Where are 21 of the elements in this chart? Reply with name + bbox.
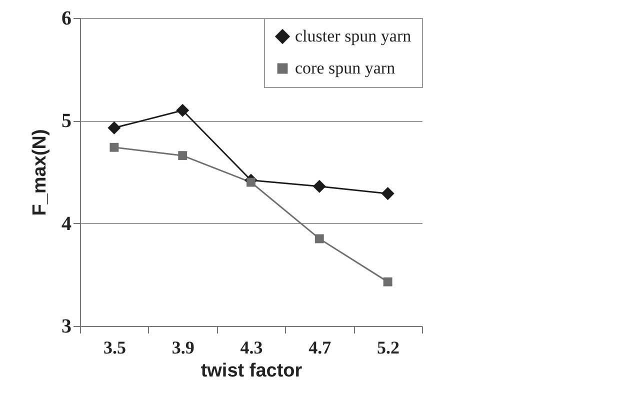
- y-tick-label: 4: [62, 212, 72, 235]
- x-tick-label: 3.9: [172, 338, 194, 358]
- x-tick-label: 4.3: [240, 338, 263, 358]
- point: [383, 277, 392, 286]
- point: [110, 142, 119, 152]
- x-tick-label: 4.7: [308, 338, 332, 358]
- point: [176, 104, 190, 117]
- point: [314, 234, 324, 244]
- y-tick-label: 5: [62, 110, 72, 132]
- y-axis-title: F_max(N): [30, 129, 50, 216]
- point: [312, 180, 326, 193]
- y-tick-label: 3: [62, 316, 72, 338]
- point: [108, 121, 121, 134]
- point: [381, 187, 394, 200]
- legend-label: core spun yarn: [295, 58, 396, 78]
- x-axis-title: twist factor: [200, 360, 303, 382]
- x-tick-label: 5.2: [377, 338, 400, 358]
- legend-label: cluster spun yarn: [295, 26, 412, 46]
- y-tick-label: 6: [62, 8, 72, 30]
- x-tick-label: 3.5: [103, 338, 126, 358]
- point: [178, 151, 188, 160]
